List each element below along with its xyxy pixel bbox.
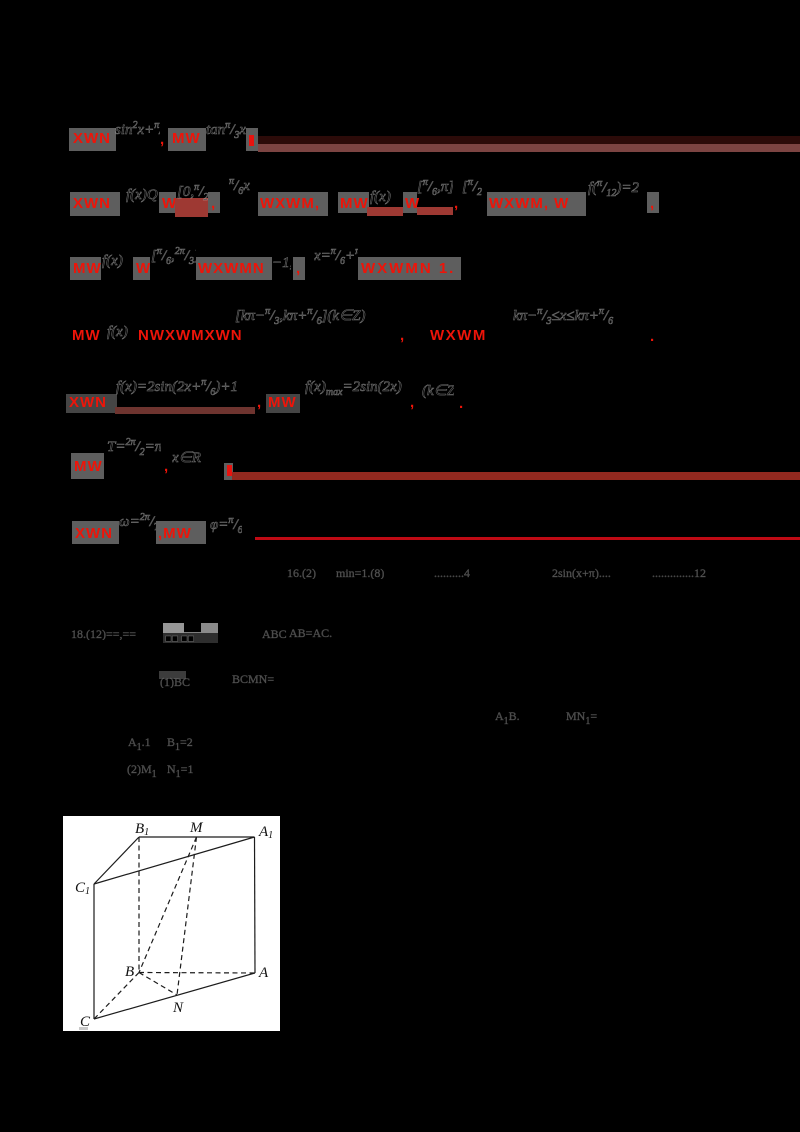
svg-text:B: B [125,964,134,980]
svg-text:M: M [189,820,204,836]
svg-text:A: A [258,965,269,981]
svg-text:C: C [80,1014,91,1030]
svg-text:N: N [172,1000,184,1016]
